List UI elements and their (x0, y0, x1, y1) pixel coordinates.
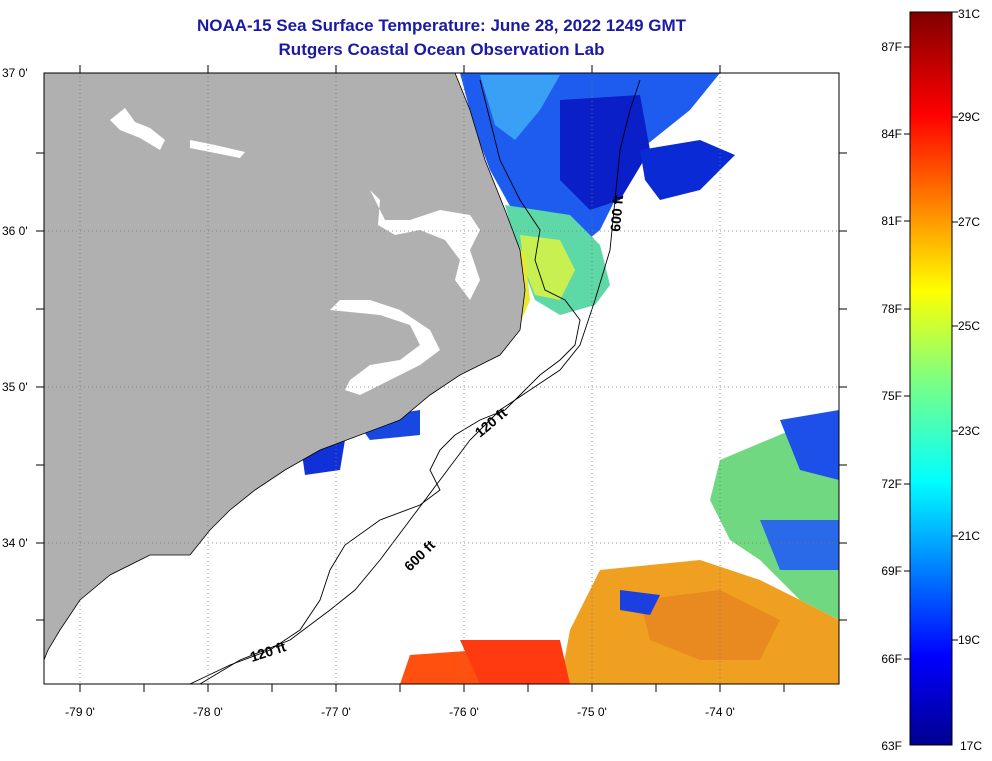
lon-label: -78 0' (193, 705, 223, 719)
temperature-colorbar: 87F 84F 81F 78F 75F 72F 69F 66F 63F 31C … (881, 7, 982, 753)
lon-label: -74 0' (705, 705, 735, 719)
lat-label: 36 0' (2, 224, 28, 238)
colorbar-c-label: 29C (958, 110, 980, 124)
colorbar-f-label: 72F (881, 477, 902, 491)
colorbar-f-label: 69F (881, 564, 902, 578)
contour-label: 600 ft (607, 194, 626, 232)
map-frame (43, 72, 840, 685)
lat-label: 35 0' (2, 380, 28, 394)
colorbar-c-label: 31C (958, 7, 980, 21)
inland-water (110, 108, 480, 395)
colorbar-f-label: 75F (881, 389, 902, 403)
lat-lon-grid (44, 73, 839, 684)
colorbar-c-label: 19C (958, 633, 980, 647)
colorbar-f-label: 66F (881, 652, 902, 666)
colorbar-f-label: 81F (881, 214, 902, 228)
lat-label: 37 0' (2, 66, 28, 80)
map-subtitle: Rutgers Coastal Ocean Observation Lab (278, 40, 605, 59)
colorbar-c-label: 23C (958, 424, 980, 438)
land-area (44, 73, 526, 661)
colorbar-f-label: 84F (881, 127, 902, 141)
colorbar-f-label: 78F (881, 302, 902, 316)
lon-label: -75 0' (577, 705, 607, 719)
map-title: NOAA-15 Sea Surface Temperature: June 28… (196, 16, 687, 35)
lon-label: -79 0' (65, 705, 95, 719)
colorbar-f-label: 87F (881, 40, 902, 54)
colorbar-c-label: 17C (960, 739, 982, 753)
colorbar-c-label: 25C (958, 319, 980, 333)
bathymetry-contours (189, 79, 641, 684)
colorbar-f-label: 63F (881, 739, 902, 753)
colorbar-c-label: 21C (958, 529, 980, 543)
axis-ticks (36, 65, 847, 692)
lon-label: -76 0' (449, 705, 479, 719)
map-plot-area: 120 ft 120 ft 600 ft 600 ft (44, 73, 839, 684)
lat-label: 34 0' (2, 536, 28, 550)
sst-data-patches (300, 73, 839, 684)
lon-label: -77 0' (321, 705, 351, 719)
colorbar-c-label: 27C (958, 215, 980, 229)
